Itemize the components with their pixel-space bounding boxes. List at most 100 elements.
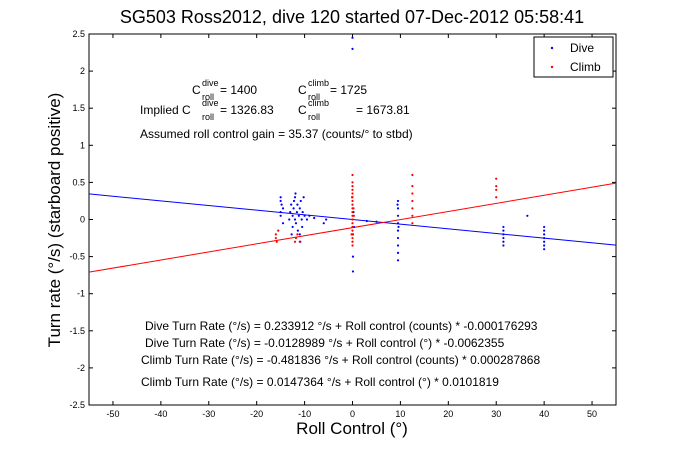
implied-climb-label: C <box>298 103 307 117</box>
data-point-climb <box>351 240 354 243</box>
data-point-dive <box>279 214 282 217</box>
data-point-dive <box>303 214 306 217</box>
data-point-climb <box>411 214 414 217</box>
data-point-climb <box>495 185 498 188</box>
data-point-dive <box>351 255 355 258</box>
data-point-climb <box>351 173 354 177</box>
data-point-climb <box>411 199 414 203</box>
data-point-dive <box>293 218 297 221</box>
c-roll-climb-label: C <box>298 83 307 97</box>
data-point-dive <box>543 236 546 240</box>
axis-ticks: -50 -40 -30 -20 -10 0 10 20 30 40 50-2.5-2-1.5-1-0… <box>69 29 616 419</box>
data-point-dive <box>294 192 297 195</box>
data-point-dive <box>543 248 546 251</box>
data-point-dive <box>502 240 505 243</box>
implied-dive-sub: roll <box>202 112 214 122</box>
data-point-dive <box>396 244 400 247</box>
data-point-climb <box>294 236 298 240</box>
data-point-dive <box>351 47 354 50</box>
y-axis-label: Turn rate (°/s) (starboard positive) <box>45 93 64 348</box>
legend-label-climb: Climb <box>570 60 601 74</box>
x-tick-label: -20 <box>250 409 263 419</box>
data-point-climb <box>495 188 498 191</box>
data-point-dive <box>502 233 505 236</box>
data-point-dive <box>543 244 546 247</box>
y-tick-label: -0.5 <box>69 252 85 262</box>
chart-title: SG503 Ross2012, dive 120 started 07-Dec-… <box>120 7 584 27</box>
x-tick-label: 30 <box>491 409 501 419</box>
data-point-climb <box>275 240 278 243</box>
implied-dive-value: = 1326.83 <box>220 103 274 117</box>
data-point-climb <box>298 240 301 243</box>
implied-dive-sup: dive <box>202 98 219 108</box>
equation-climb-counts: Climb Turn Rate (°/s) = -0.481836 °/s + … <box>141 353 540 367</box>
data-point-dive <box>396 229 400 232</box>
data-point-dive <box>289 210 292 214</box>
data-point-dive <box>290 203 293 206</box>
data-point-dive <box>543 229 546 232</box>
c-roll-climb-sub: roll <box>308 92 320 102</box>
x-tick-label: -10 <box>298 409 311 419</box>
data-point-dive <box>396 203 399 206</box>
data-point-dive <box>301 225 304 229</box>
implied-climb-sub: roll <box>308 112 320 122</box>
c-roll-dive-sup: dive <box>202 78 219 88</box>
data-point-climb <box>351 192 354 195</box>
y-tick-label: -1.5 <box>69 326 85 336</box>
data-point-climb <box>352 214 356 217</box>
data-point-dive <box>280 203 283 206</box>
data-point-dive <box>396 207 400 210</box>
data-point-climb <box>350 196 354 199</box>
data-point-dive <box>298 233 301 236</box>
y-tick-label: -1 <box>77 289 85 299</box>
data-point-climb <box>296 233 299 236</box>
legend-marker-climb <box>550 65 554 69</box>
c-roll-dive-sub: roll <box>202 92 214 102</box>
data-point-dive <box>351 270 355 273</box>
data-point-dive <box>279 210 282 214</box>
equation-dive-degrees: Dive Turn Rate (°/s) = -0.0128989 °/s + … <box>145 336 505 350</box>
data-point-climb <box>495 177 498 180</box>
data-point-dive <box>502 236 505 240</box>
data-point-climb <box>352 207 355 210</box>
data-point-dive <box>351 36 354 39</box>
data-point-dive <box>396 251 400 254</box>
data-point-dive <box>397 225 400 229</box>
legend-marker-dive <box>550 46 554 50</box>
y-tick-label: -2.5 <box>69 400 85 410</box>
data-point-dive <box>295 210 299 214</box>
data-point-dive <box>296 229 299 232</box>
data-point-climb <box>411 192 414 195</box>
data-point-dive <box>294 222 298 225</box>
data-point-dive <box>375 220 378 223</box>
data-point-dive <box>543 225 546 229</box>
data-point-dive <box>297 214 300 217</box>
data-point-climb <box>351 244 354 247</box>
data-point-dive <box>308 214 311 217</box>
x-tick-label: 0 <box>350 409 355 419</box>
data-point-dive <box>279 199 282 203</box>
data-point-climb <box>351 181 354 184</box>
data-point-dive <box>293 196 297 199</box>
data-point-climb <box>293 240 297 243</box>
data-point-dive <box>396 259 400 262</box>
c-roll-climb-value: = 1725 <box>330 83 367 97</box>
data-point-climb <box>351 222 354 225</box>
roll-coefficients: C dive roll = 1400 C climb roll = 1725 I… <box>140 78 413 141</box>
y-tick-label: 2.5 <box>72 29 85 39</box>
data-point-dive <box>543 240 546 243</box>
data-point-climb <box>351 199 354 203</box>
data-point-dive <box>291 225 294 229</box>
legend: Dive Climb <box>533 36 614 78</box>
data-point-dive <box>322 222 325 225</box>
data-point-dive <box>292 207 295 210</box>
implied-climb-value: = 1673.81 <box>356 103 410 117</box>
x-tick-label: 50 <box>587 409 597 419</box>
data-point-climb <box>277 229 280 232</box>
data-point-dive <box>396 222 400 225</box>
data-point-dive <box>301 210 304 214</box>
x-tick-label: 20 <box>443 409 453 419</box>
data-point-climb <box>351 236 354 240</box>
data-point-dive <box>279 196 282 199</box>
data-point-climb <box>351 188 354 191</box>
